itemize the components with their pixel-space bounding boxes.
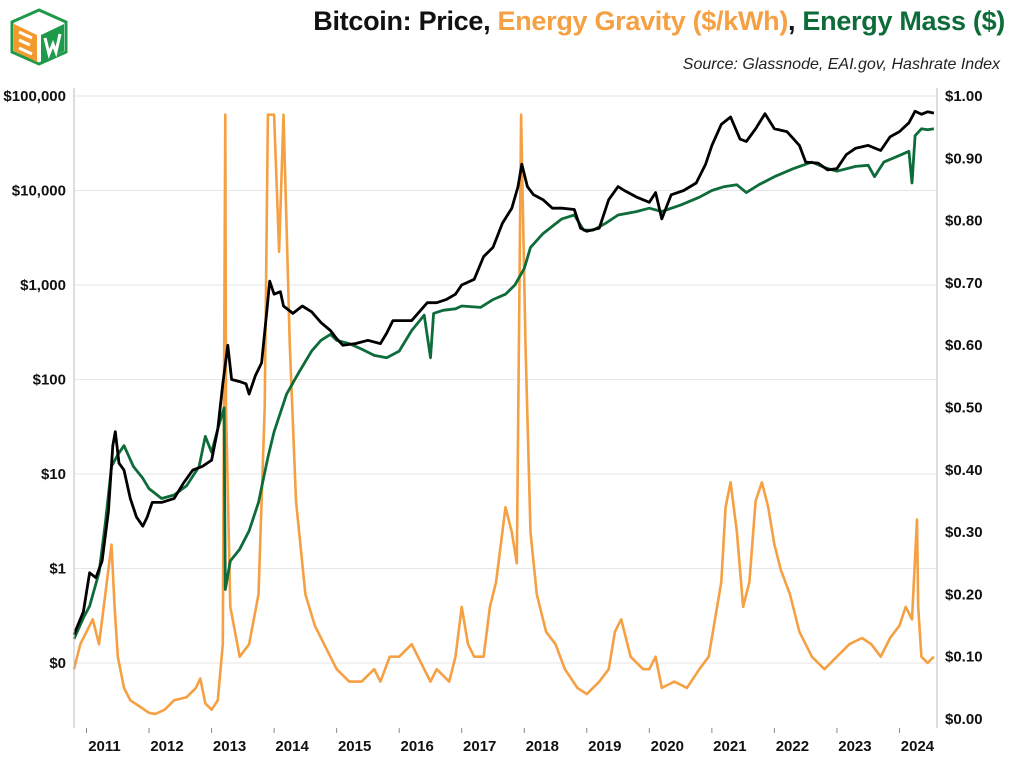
chart-source: Source: Glassnode, EAI.gov, Hashrate Ind… [682, 56, 1000, 73]
x-tick-label: 2020 [651, 738, 684, 755]
x-tick-label: 2012 [150, 738, 183, 755]
logo-letter-e [18, 30, 33, 56]
y-right-tick-label: $0.30 [945, 524, 983, 541]
y-right-tick-label: $0.80 [945, 213, 983, 230]
y-right-tick-label: $0.10 [945, 649, 983, 666]
y-right-tick-label: $0.40 [945, 462, 983, 479]
grid-lines [74, 95, 937, 664]
y-right-tick-label: $0.60 [945, 337, 983, 354]
axes: $0 $1 $10 $100 $1,000 $10,000 $100,000 $0.00 $0.… [3, 88, 983, 755]
y-right-tick-label: $1.00 [945, 88, 983, 105]
chart-title: Bitcoin: Price, Energy Gravity ($/kWh), … [313, 6, 1005, 37]
y-left-tick-label: $100 [33, 372, 66, 389]
y-right-tick-label: $0.90 [945, 150, 983, 167]
x-tick-label: 2021 [713, 738, 746, 755]
series-lines [72, 109, 935, 716]
series-line-price [72, 109, 935, 636]
x-tick-label: 2023 [838, 738, 871, 755]
x-tick-label: 2015 [338, 738, 371, 755]
x-tick-label: 2018 [526, 738, 559, 755]
y-right-tick-label: $0.20 [945, 586, 983, 603]
x-tick-label: 2024 [901, 738, 935, 755]
x-tick-label: 2017 [463, 738, 496, 755]
y-right-tick-label: $0.70 [945, 275, 983, 292]
y-left-tick-label: $1 [49, 561, 66, 578]
logo-letter-w [43, 33, 62, 59]
title-mass: Energy Mass ($) [802, 6, 1005, 36]
title-price: Bitcoin: Price, [313, 6, 498, 36]
y-left-tick-label: $1,000 [20, 277, 66, 294]
x-tick-label: 2013 [213, 738, 246, 755]
series-line-mass [72, 127, 935, 640]
x-tick-label: 2016 [401, 738, 434, 755]
y-right-tick-label: $0.00 [945, 711, 983, 728]
title-sep: , [788, 6, 803, 36]
x-tick-label: 2022 [776, 738, 809, 755]
y-left-tick-label: $100,000 [3, 88, 66, 105]
x-tick-label: 2011 [88, 738, 121, 755]
y-left-tick-label: $10 [41, 466, 66, 483]
y-left-tick-label: $0 [49, 655, 66, 672]
x-tick-label: 2019 [588, 738, 621, 755]
series-line-gravity [72, 113, 935, 716]
title-gravity: Energy Gravity ($/kWh) [497, 6, 789, 36]
energy-mass-logo-icon [10, 8, 68, 66]
y-left-tick-label: $10,000 [12, 183, 66, 200]
x-tick-label: 2014 [275, 738, 309, 755]
y-right-tick-label: $0.50 [945, 400, 983, 417]
